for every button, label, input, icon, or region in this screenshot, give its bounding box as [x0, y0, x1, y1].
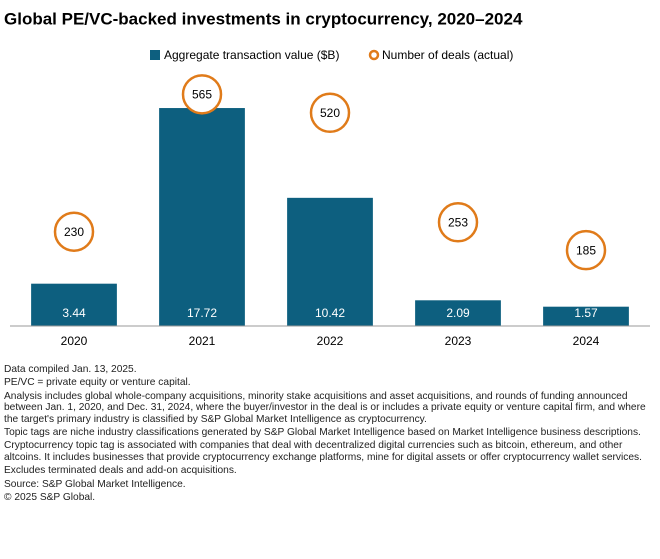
legend-swatch	[150, 50, 160, 60]
note: Analysis includes global whole-company a…	[4, 390, 646, 425]
bar	[31, 283, 117, 326]
note: Topic tags are niche industry classifica…	[4, 427, 641, 439]
note: Data compiled Jan. 13, 2025.	[4, 364, 137, 375]
data-label: 10.42	[315, 306, 345, 320]
bar	[159, 108, 245, 326]
data-label: 520	[320, 106, 340, 120]
marker	[565, 229, 607, 271]
note: Source: S&P Global Market Intelligence.	[4, 478, 186, 490]
marker	[53, 211, 95, 252]
data-label: 1.57	[574, 306, 598, 320]
chart: Global PE/VC-backed investments in crypt…	[4, 9, 650, 348]
legend-label: Number of deals (actual)	[382, 48, 513, 62]
data-label: 230	[64, 225, 84, 239]
marker	[181, 74, 223, 115]
data-label: 185	[576, 243, 596, 257]
marker	[437, 202, 479, 243]
notes: Data compiled Jan. 13, 2025. PE/VC = priv…	[4, 364, 654, 505]
note: PE/VC = private equity or venture capita…	[4, 377, 191, 389]
chart-title: Global PE/VC-backed investments in crypt…	[4, 9, 523, 28]
note: © 2025 S&P Global.	[4, 492, 96, 504]
data-label: 253	[448, 215, 468, 229]
legend-swatch	[368, 49, 380, 61]
bar	[543, 306, 629, 326]
data-label: 3.44	[62, 306, 86, 320]
note: Cryptocurrency topic tag is associated w…	[4, 440, 642, 463]
x-tick-label: 2024	[573, 334, 600, 348]
data-label: 2.09	[446, 306, 470, 320]
x-tick-label: 2023	[445, 334, 472, 348]
data-label: 565	[192, 88, 212, 102]
x-tick-label: 2021	[189, 334, 216, 348]
x-tick-label: 2020	[61, 334, 88, 348]
x-tick-label: 2022	[317, 334, 344, 348]
marker	[309, 92, 351, 134]
note: Excludes terminated deals and add-on acq…	[4, 465, 237, 477]
data-label: 17.72	[187, 306, 217, 320]
bar	[415, 300, 501, 326]
legend-label: Aggregate transaction value ($B)	[164, 48, 339, 62]
bar	[287, 197, 373, 326]
